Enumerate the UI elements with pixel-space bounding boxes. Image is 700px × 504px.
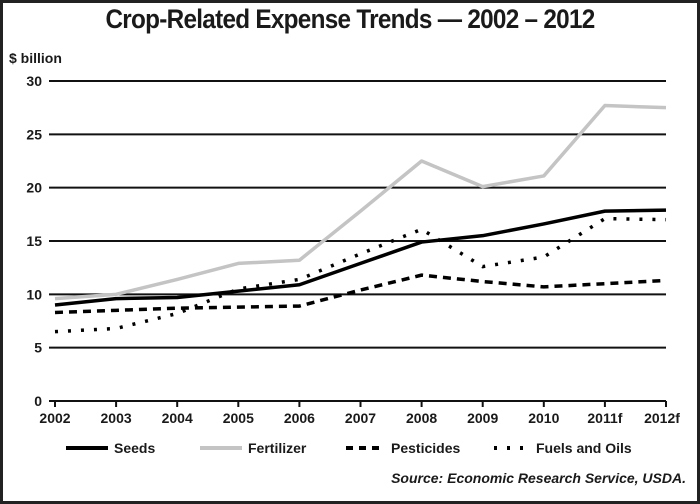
x-tick-label: 2008 <box>406 410 437 426</box>
x-tick-label: 2005 <box>223 410 254 426</box>
legend-item-fertilizer: Fertilizer <box>200 440 306 456</box>
legend-item-pesticides: Pesticides <box>345 440 460 456</box>
x-tick-label: 2003 <box>101 410 132 426</box>
source-note: Source: Economic Research Service, USDA. <box>391 470 686 486</box>
legend: Seeds Fertilizer Pesticides Fuels and Oi… <box>0 440 700 462</box>
legend-item-fuels-and-oils: Fuels and Oils <box>492 440 632 456</box>
y-tick-label: 15 <box>26 233 42 249</box>
x-tick-label: 2002 <box>39 410 70 426</box>
series-line-pesticides <box>54 273 667 315</box>
x-tick-label: 2010 <box>528 410 559 426</box>
x-tick-label: 2007 <box>345 410 376 426</box>
legend-label-seeds: Seeds <box>114 440 156 456</box>
legend-swatch-pesticides <box>346 446 385 450</box>
y-tick-label: 10 <box>26 286 42 302</box>
x-tick-label: 2011f <box>587 410 622 426</box>
legend-label-fuels-and-oils: Fuels and Oils <box>536 440 632 456</box>
y-tick-label: 30 <box>26 73 42 89</box>
y-tick-label: 20 <box>26 180 42 196</box>
legend-swatch-fuels-and-oils <box>494 446 530 450</box>
legend-label-pesticides: Pesticides <box>391 440 461 456</box>
x-tick-label: 2012f <box>644 410 680 426</box>
legend-item-seeds: Seeds <box>66 440 155 456</box>
y-tick-label: 0 <box>34 393 42 409</box>
y-axis-label: $ billion <box>9 50 62 66</box>
chart-title: Crop-Related Expense Trends — 2002 – 201… <box>105 4 595 34</box>
x-tick-label: 2009 <box>467 410 498 426</box>
legend-swatch-seeds <box>66 446 108 450</box>
legend-label-fertilizer: Fertilizer <box>248 440 307 456</box>
legend-swatch-fertilizer <box>200 446 242 450</box>
y-tick-label: 5 <box>34 340 42 356</box>
series-line-seeds <box>54 208 667 307</box>
y-tick-label: 25 <box>26 126 42 142</box>
x-tick-label: 2004 <box>162 410 193 426</box>
x-tick-label: 2006 <box>284 410 315 426</box>
series-line-fuels-and-oils <box>54 216 667 334</box>
